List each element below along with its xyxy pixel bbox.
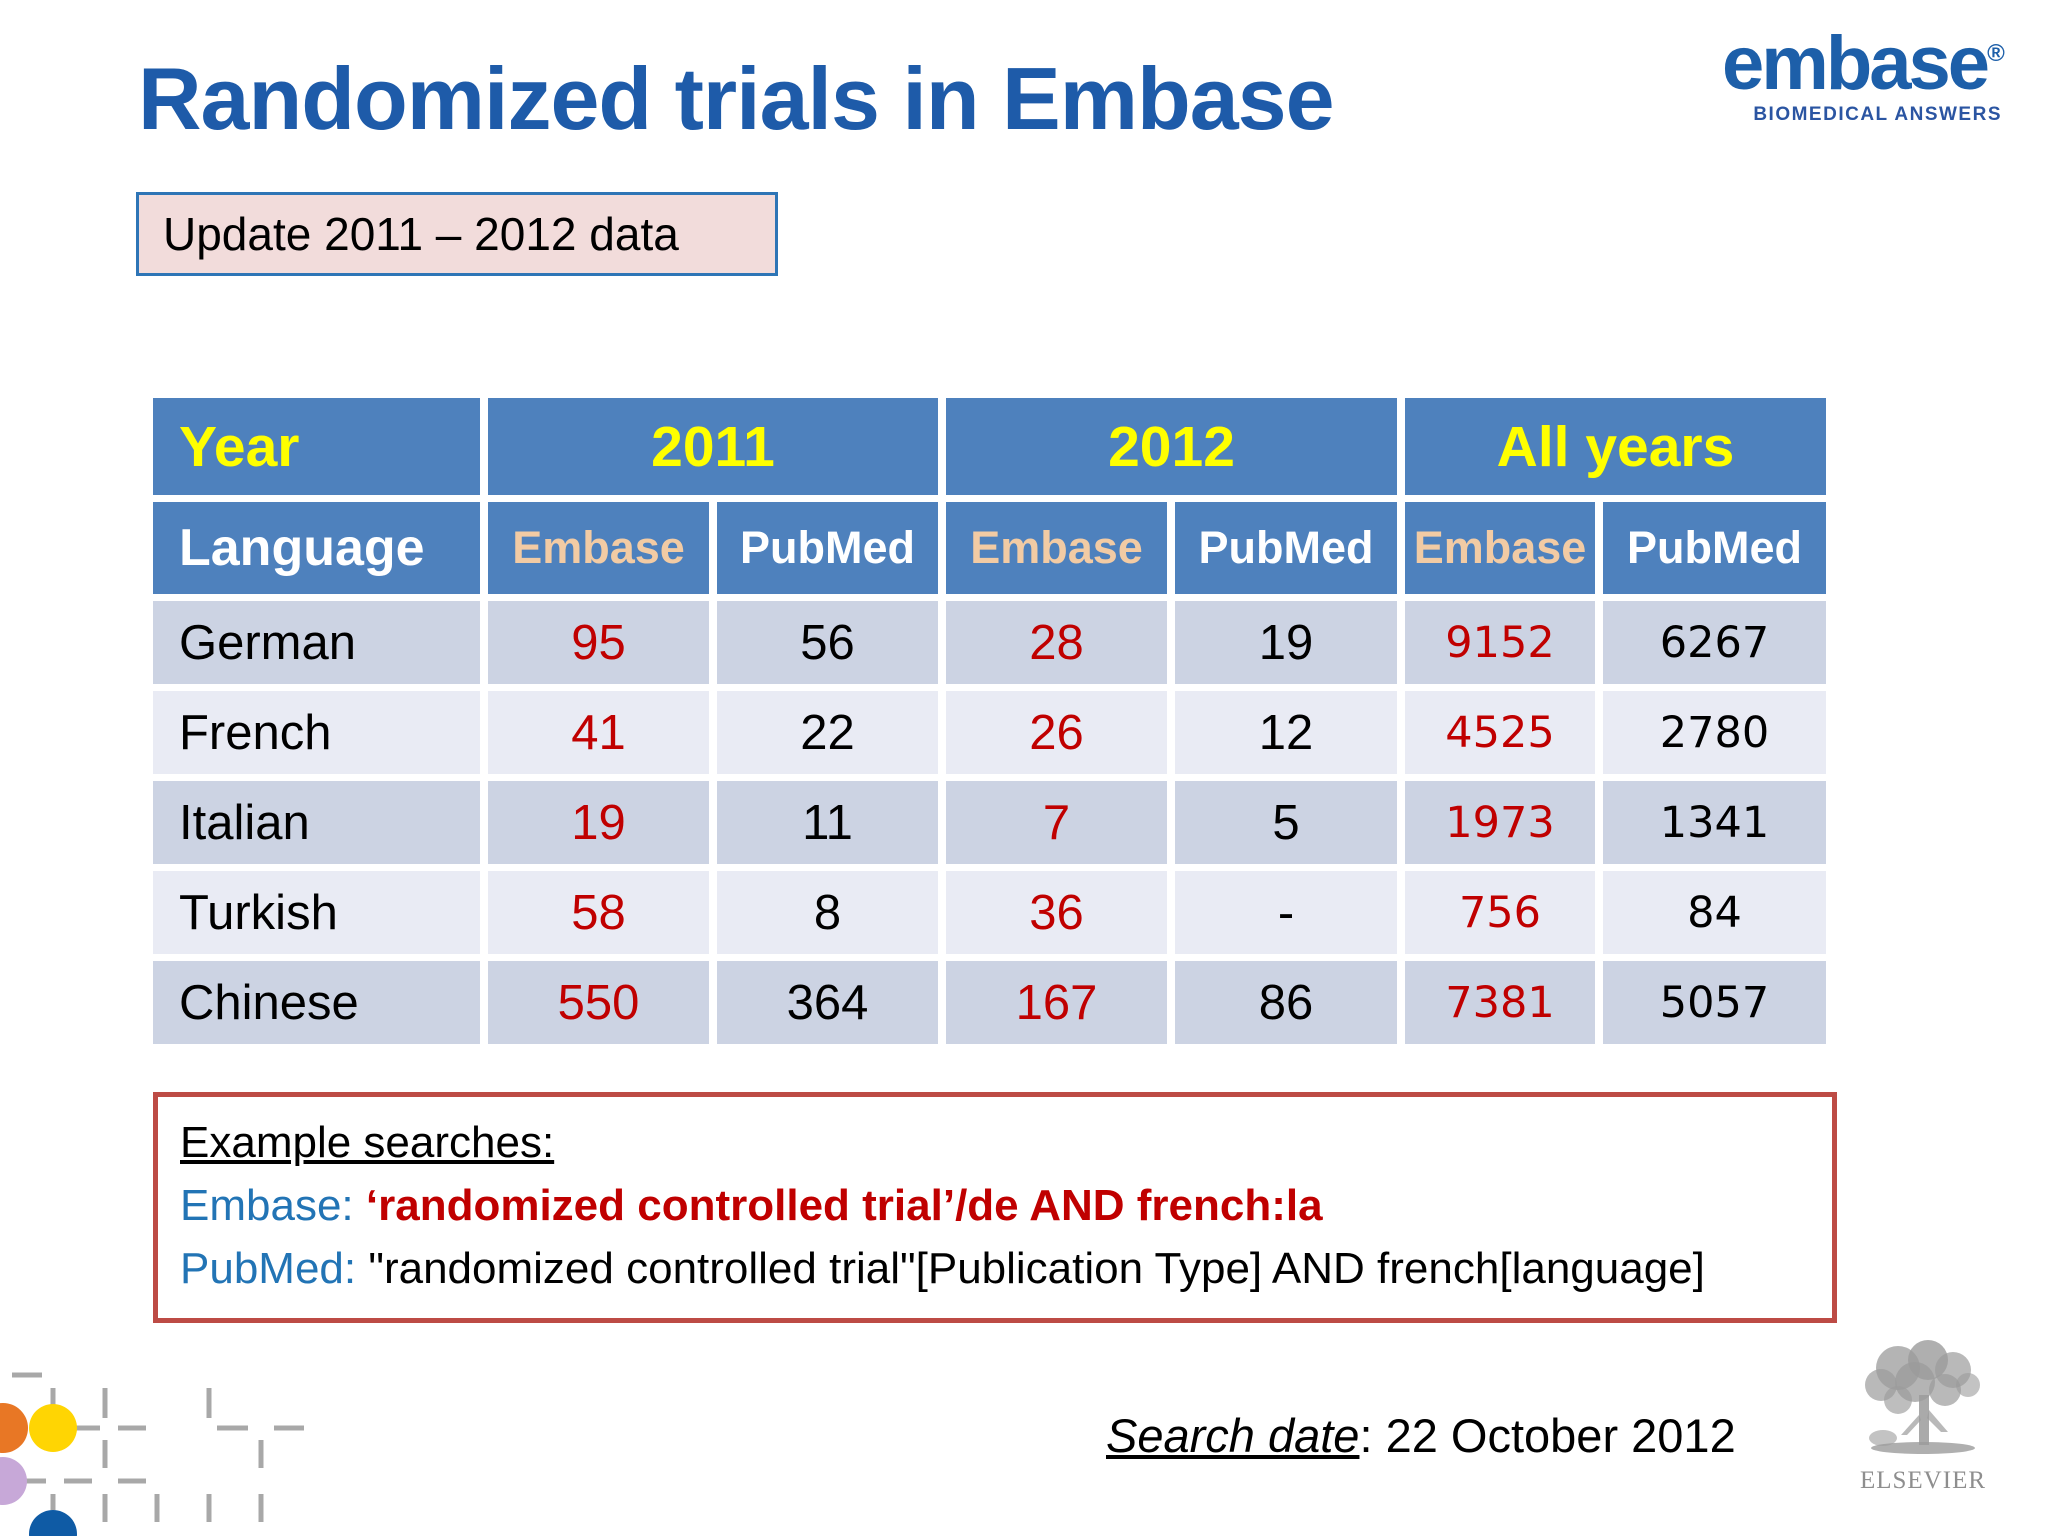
row-turkish-pubmed-all: 84 <box>1603 871 1826 954</box>
registered-mark-icon: ® <box>1987 40 2005 67</box>
row-italian-pubmed-all: 1341 <box>1603 781 1826 864</box>
row-italian-pubmed-2011: 11 <box>717 781 938 864</box>
example-searches-heading: Example searches: <box>180 1118 555 1167</box>
row-turkish-pubmed-2012: - <box>1175 871 1397 954</box>
col-header-pubmed-2012: PubMed <box>1175 502 1397 594</box>
table-header-all-years: All years <box>1405 398 1826 495</box>
corner-dots-decoration <box>0 1372 304 1536</box>
row-french-pubmed-2011: 22 <box>717 691 938 774</box>
embase-logo: embase® BIOMEDICAL ANSWERS <box>1722 21 2005 126</box>
embase-logo-tagline: BIOMEDICAL ANSWERS <box>1753 104 2002 125</box>
row-german-embase-2012: 28 <box>946 601 1167 684</box>
row-french-language: French <box>153 691 480 774</box>
row-french-embase-2011: 41 <box>488 691 709 774</box>
elsevier-tree-icon <box>1865 1340 1980 1454</box>
row-italian-language: Italian <box>153 781 480 864</box>
row-german-embase-all: 9152 <box>1405 601 1595 684</box>
col-header-embase-2012: Embase <box>946 502 1167 594</box>
example-searches-box: Example searches: Embase: ‘randomized co… <box>153 1092 1837 1323</box>
row-chinese-embase-all: 7381 <box>1405 961 1595 1044</box>
row-chinese-pubmed-all: 5057 <box>1603 961 1826 1044</box>
row-chinese-embase-2012: 167 <box>946 961 1167 1044</box>
row-turkish-embase-2011: 58 <box>488 871 709 954</box>
page-title: Randomized trials in Embase <box>138 49 1335 148</box>
col-header-embase-2011: Embase <box>488 502 709 594</box>
row-turkish-pubmed-2011: 8 <box>717 871 938 954</box>
row-italian-embase-2012: 7 <box>946 781 1167 864</box>
elsevier-logo: ELSEVIER <box>1850 1340 1996 1495</box>
row-turkish-embase-2012: 36 <box>946 871 1167 954</box>
row-chinese-pubmed-2011: 364 <box>717 961 938 1044</box>
randomized-trials-table: Year 2011 2012 All years Language Embase… <box>153 398 1826 1044</box>
pubmed-example-line: PubMed: "randomized controlled trial"[Pu… <box>180 1244 1705 1293</box>
row-german-language: German <box>153 601 480 684</box>
table-header-year: Year <box>153 398 480 495</box>
row-turkish-embase-all: 756 <box>1405 871 1595 954</box>
row-german-embase-2011: 95 <box>488 601 709 684</box>
row-german-pubmed-2012: 19 <box>1175 601 1397 684</box>
row-italian-pubmed-2012: 5 <box>1175 781 1397 864</box>
row-french-pubmed-all: 2780 <box>1603 691 1826 774</box>
row-french-embase-2012: 26 <box>946 691 1167 774</box>
embase-logo-word: embase® <box>1722 21 2005 106</box>
elsevier-wordmark: ELSEVIER <box>1859 1467 1987 1494</box>
search-date: Search date: 22 October 2012 <box>1106 1409 1736 1462</box>
col-header-pubmed-all: PubMed <box>1603 502 1826 594</box>
row-french-embase-all: 4525 <box>1405 691 1595 774</box>
table-header-2012: 2012 <box>946 398 1397 495</box>
row-french-pubmed-2012: 12 <box>1175 691 1397 774</box>
row-german-pubmed-all: 6267 <box>1603 601 1826 684</box>
row-italian-embase-all: 1973 <box>1405 781 1595 864</box>
col-header-pubmed-2011: PubMed <box>717 502 938 594</box>
row-german-pubmed-2011: 56 <box>717 601 938 684</box>
row-chinese-pubmed-2012: 86 <box>1175 961 1397 1044</box>
row-turkish-language: Turkish <box>153 871 480 954</box>
row-chinese-language: Chinese <box>153 961 480 1044</box>
table-header-2011: 2011 <box>488 398 938 495</box>
row-italian-embase-2011: 19 <box>488 781 709 864</box>
col-header-embase-all: Embase <box>1405 502 1595 594</box>
row-chinese-embase-2011: 550 <box>488 961 709 1044</box>
embase-example-line: Embase: ‘randomized controlled trial’/de… <box>180 1181 1323 1230</box>
update-banner: Update 2011 – 2012 data <box>136 192 778 276</box>
table-header-language: Language <box>153 502 480 594</box>
